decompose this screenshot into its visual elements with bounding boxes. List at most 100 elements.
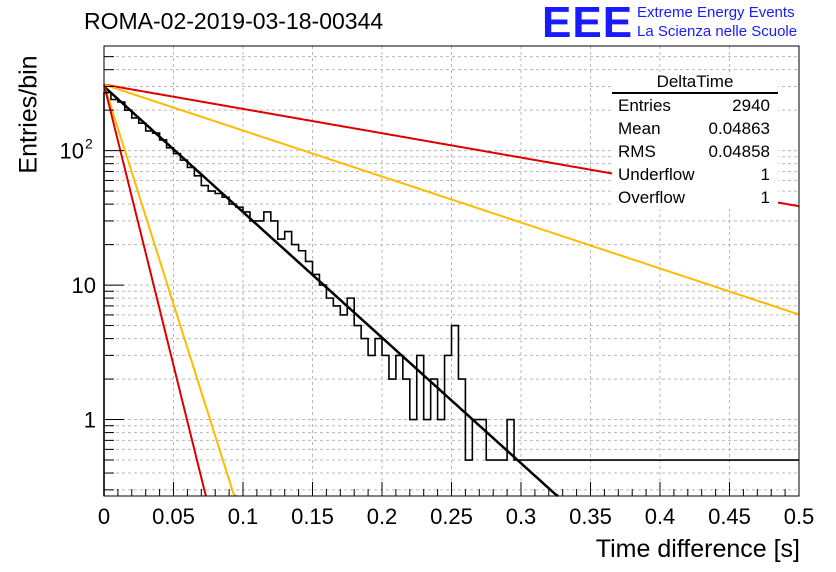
histogram-bin [625, 460, 632, 496]
histogram-bin [452, 326, 459, 496]
histogram-bin [681, 460, 688, 496]
y-tick-label: 10 [72, 273, 96, 298]
histogram-bin [438, 420, 445, 496]
histogram-bin [611, 460, 618, 496]
histogram-bin [326, 298, 333, 496]
histogram-bin [771, 460, 778, 496]
histogram-bin [382, 355, 389, 496]
histogram-bin [340, 315, 347, 496]
eee-logo: EEE [542, 0, 634, 47]
x-tick-label: 0.3 [506, 504, 537, 529]
histogram-bin [785, 460, 792, 496]
histogram-bin [604, 460, 611, 496]
histogram-bin [118, 102, 125, 496]
histogram-bin [618, 460, 625, 496]
histogram-bin [125, 110, 132, 496]
histogram-bin [709, 460, 716, 496]
histogram-bin [542, 460, 549, 496]
x-tick-label: 0.45 [708, 504, 751, 529]
histogram-bin [521, 460, 528, 496]
x-tick-label: 0.1 [228, 504, 259, 529]
histogram-bin [285, 232, 292, 496]
histogram-bin [646, 460, 653, 496]
x-tick-label: 0.35 [569, 504, 612, 529]
histogram-bin [215, 193, 222, 496]
histogram-bin [716, 460, 723, 496]
histogram-bin [375, 339, 382, 496]
stats-row-mean: Mean 0.04863 [612, 117, 778, 140]
logo-line-1: Extreme Energy Events [637, 4, 795, 21]
series-line-rate-fast-2 [103, 84, 237, 497]
stats-label: Entries [618, 96, 671, 115]
histogram-bin [208, 191, 215, 496]
histogram-bin [257, 221, 264, 496]
histogram-bin [465, 460, 472, 496]
histogram-bin [354, 326, 361, 496]
histogram-bin [757, 460, 764, 496]
histogram-bin [736, 460, 743, 496]
histogram-bin [479, 420, 486, 496]
histogram-bin [333, 306, 340, 496]
x-tick-label: 0.4 [645, 504, 676, 529]
stats-value: 1 [760, 188, 770, 207]
histogram-bin [514, 460, 521, 496]
histogram-bin [229, 204, 236, 496]
histogram-bin [695, 460, 702, 496]
histogram-bin [688, 460, 695, 496]
histogram-bin [201, 186, 208, 496]
stats-row-rms: RMS 0.04858 [612, 140, 778, 163]
histogram-bin [167, 148, 174, 496]
logo-line-2: La Scienza nelle Scuole [637, 23, 798, 40]
histogram-bin [660, 460, 667, 496]
stats-label: Overflow [618, 188, 686, 207]
histogram-bin [445, 355, 452, 496]
histogram-bin [778, 460, 785, 496]
stats-row-overflow: Overflow 1 [612, 186, 778, 209]
histogram-bin [632, 460, 639, 496]
histogram-bin [792, 460, 799, 496]
histogram-bin [299, 251, 306, 496]
histogram-bin [194, 176, 201, 496]
histogram-bin [396, 355, 403, 496]
y-tick-exponent: 2 [85, 136, 93, 152]
histogram-bin [187, 167, 194, 496]
histogram-bin [591, 460, 598, 496]
histogram-bin [493, 460, 500, 496]
histogram-bin [424, 420, 431, 496]
stats-label: Mean [618, 119, 661, 138]
histogram-bin [347, 298, 354, 496]
histogram-bin [417, 355, 424, 496]
histogram-bin [278, 239, 285, 496]
histogram-bin [222, 197, 229, 496]
y-axis-label: Entries/bin [14, 55, 43, 174]
histogram-bin [431, 379, 438, 496]
histogram-bin [639, 460, 646, 496]
histogram-bin [563, 460, 570, 496]
tick-labels: 0 0.05 0.1 0.15 0.2 0.25 0.3 0.35 0.4 0.45 0.5 1 10 1… [60, 136, 815, 529]
x-tick-label: 0.25 [430, 504, 473, 529]
histogram-bin [458, 379, 465, 496]
histogram-bin [132, 118, 139, 496]
histogram-bin [743, 460, 750, 496]
histogram-bin [674, 460, 681, 496]
stats-value: 0.04858 [708, 142, 770, 161]
stats-title: DeltaTime [612, 72, 778, 94]
histogram-bin [271, 221, 278, 496]
histogram-bin [584, 460, 591, 496]
stats-row-underflow: Underflow 1 [612, 163, 778, 186]
x-tick-label: 0.05 [152, 504, 195, 529]
x-tick-label: 0.2 [367, 504, 398, 529]
histogram-bin [389, 379, 396, 496]
stats-label: Underflow [618, 165, 695, 184]
histogram-bin [264, 212, 271, 496]
histogram-bin [146, 131, 153, 496]
chart-title: ROMA-02-2019-03-18-00344 [84, 8, 384, 34]
histogram-bin [486, 460, 493, 496]
histogram-bin [250, 221, 257, 496]
histogram-bin [549, 460, 556, 496]
y-tick-label: 1 [84, 408, 96, 433]
histogram-layer [103, 91, 799, 496]
histogram-bin [500, 460, 507, 496]
histogram-outline [103, 91, 799, 496]
